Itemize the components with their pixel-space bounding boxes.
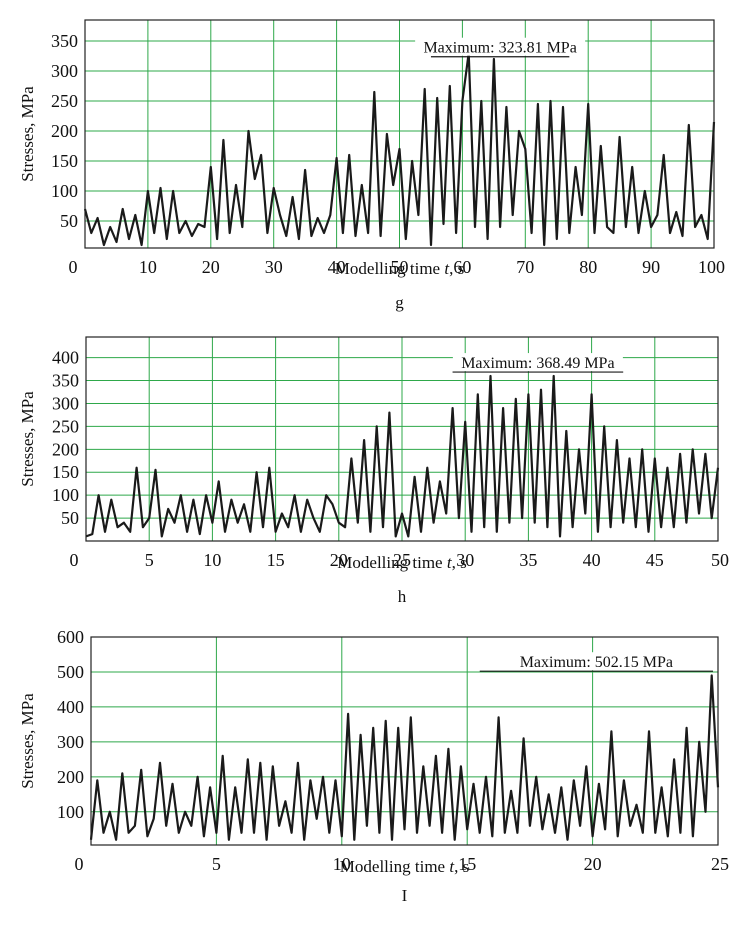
- x-tick-label: 10: [203, 550, 221, 570]
- y-tick-label: 300: [51, 61, 78, 81]
- x-tick-label: 0: [75, 854, 84, 874]
- x-tick-label: 25: [393, 550, 411, 570]
- plot-frame: [84, 19, 715, 249]
- y-tick-label: 600: [57, 627, 84, 647]
- y-axis-label: Stresses, MPa: [18, 86, 37, 182]
- x-tick-label: 20: [330, 550, 348, 570]
- y-tick-label: 150: [51, 151, 78, 171]
- series-line: [89, 674, 720, 841]
- x-tick-label: 40: [583, 550, 601, 570]
- x-tick-label: 20: [584, 854, 602, 874]
- max-label: Maximum: 368.49 MPa: [461, 355, 614, 372]
- x-axis-label: Modelling time t, s: [335, 259, 464, 278]
- max-label-bg: [452, 353, 623, 372]
- chart-panel-g: Maximum: 323.81 MPa 0 10 20 30 40 50 60 70 80 90 10…: [18, 19, 725, 312]
- y-tick-label: 250: [52, 416, 79, 436]
- y-tick-label: 50: [60, 211, 78, 231]
- series-line: [85, 374, 720, 538]
- y-tick-label: 400: [52, 348, 79, 368]
- x-tick-label: 90: [642, 257, 660, 277]
- series-line: [83, 51, 716, 247]
- y-axis-label: Stresses, MPa: [18, 391, 37, 487]
- x-tick-label: 10: [139, 257, 157, 277]
- plot-frame: [85, 336, 719, 542]
- max-label-bg: [511, 652, 682, 671]
- x-tick-label: 10: [333, 854, 351, 874]
- chart-panel-h: Maximum: 368.49 MPa 0 5 10 15 20 25 30 35 40 45 50 5…: [18, 336, 729, 606]
- x-tick-label: 15: [458, 854, 476, 874]
- x-tick-label: 25: [711, 854, 729, 874]
- max-label: Maximum: 323.81 MPa: [423, 40, 576, 57]
- y-tick-label: 300: [57, 732, 84, 752]
- chart-panel-I: Maximum: 502.15 MPa 0 5 10 15 20 25 100 200 300 40…: [18, 627, 729, 905]
- y-axis-label: Stresses, MPa: [18, 693, 37, 789]
- x-tick-label: 0: [70, 550, 79, 570]
- y-tick-label: 150: [52, 462, 79, 482]
- panel-letter: h: [398, 587, 407, 606]
- y-tick-label: 250: [51, 91, 78, 111]
- y-tick-label: 200: [52, 439, 79, 459]
- x-tick-label: 5: [145, 550, 154, 570]
- y-tick-label: 100: [57, 802, 84, 822]
- x-tick-label: 30: [456, 550, 474, 570]
- x-axis-label: Modelling time t, s: [337, 553, 466, 572]
- y-tick-label: 300: [52, 393, 79, 413]
- y-tick-label: 500: [57, 662, 84, 682]
- panel-letter: g: [395, 293, 404, 312]
- max-label: Maximum: 502.15 MPa: [520, 654, 673, 671]
- x-tick-label: 50: [391, 257, 409, 277]
- y-tick-label: 400: [57, 697, 84, 717]
- y-tick-label: 100: [52, 485, 79, 505]
- x-tick-label: 35: [519, 550, 537, 570]
- y-tick-label: 200: [57, 767, 84, 787]
- x-tick-label: 100: [698, 257, 725, 277]
- x-tick-label: 0: [69, 257, 78, 277]
- x-tick-label: 60: [453, 257, 471, 277]
- y-tick-label: 350: [51, 31, 78, 51]
- max-label-bg: [415, 37, 586, 56]
- x-tick-label: 30: [265, 257, 283, 277]
- x-tick-label: 20: [202, 257, 220, 277]
- x-tick-label: 15: [267, 550, 285, 570]
- y-tick-label: 200: [51, 121, 78, 141]
- y-tick-label: 50: [61, 508, 79, 528]
- panel-letter: I: [402, 886, 408, 905]
- x-tick-label: 45: [646, 550, 664, 570]
- plot-frame: [90, 636, 719, 846]
- x-tick-label: 70: [516, 257, 534, 277]
- x-tick-label: 80: [579, 257, 597, 277]
- x-axis-label: Modelling time t, s: [340, 857, 469, 876]
- y-tick-label: 350: [52, 371, 79, 391]
- y-tick-label: 100: [51, 181, 78, 201]
- x-tick-label: 5: [212, 854, 221, 874]
- x-tick-label: 50: [711, 550, 729, 570]
- x-tick-label: 40: [328, 257, 346, 277]
